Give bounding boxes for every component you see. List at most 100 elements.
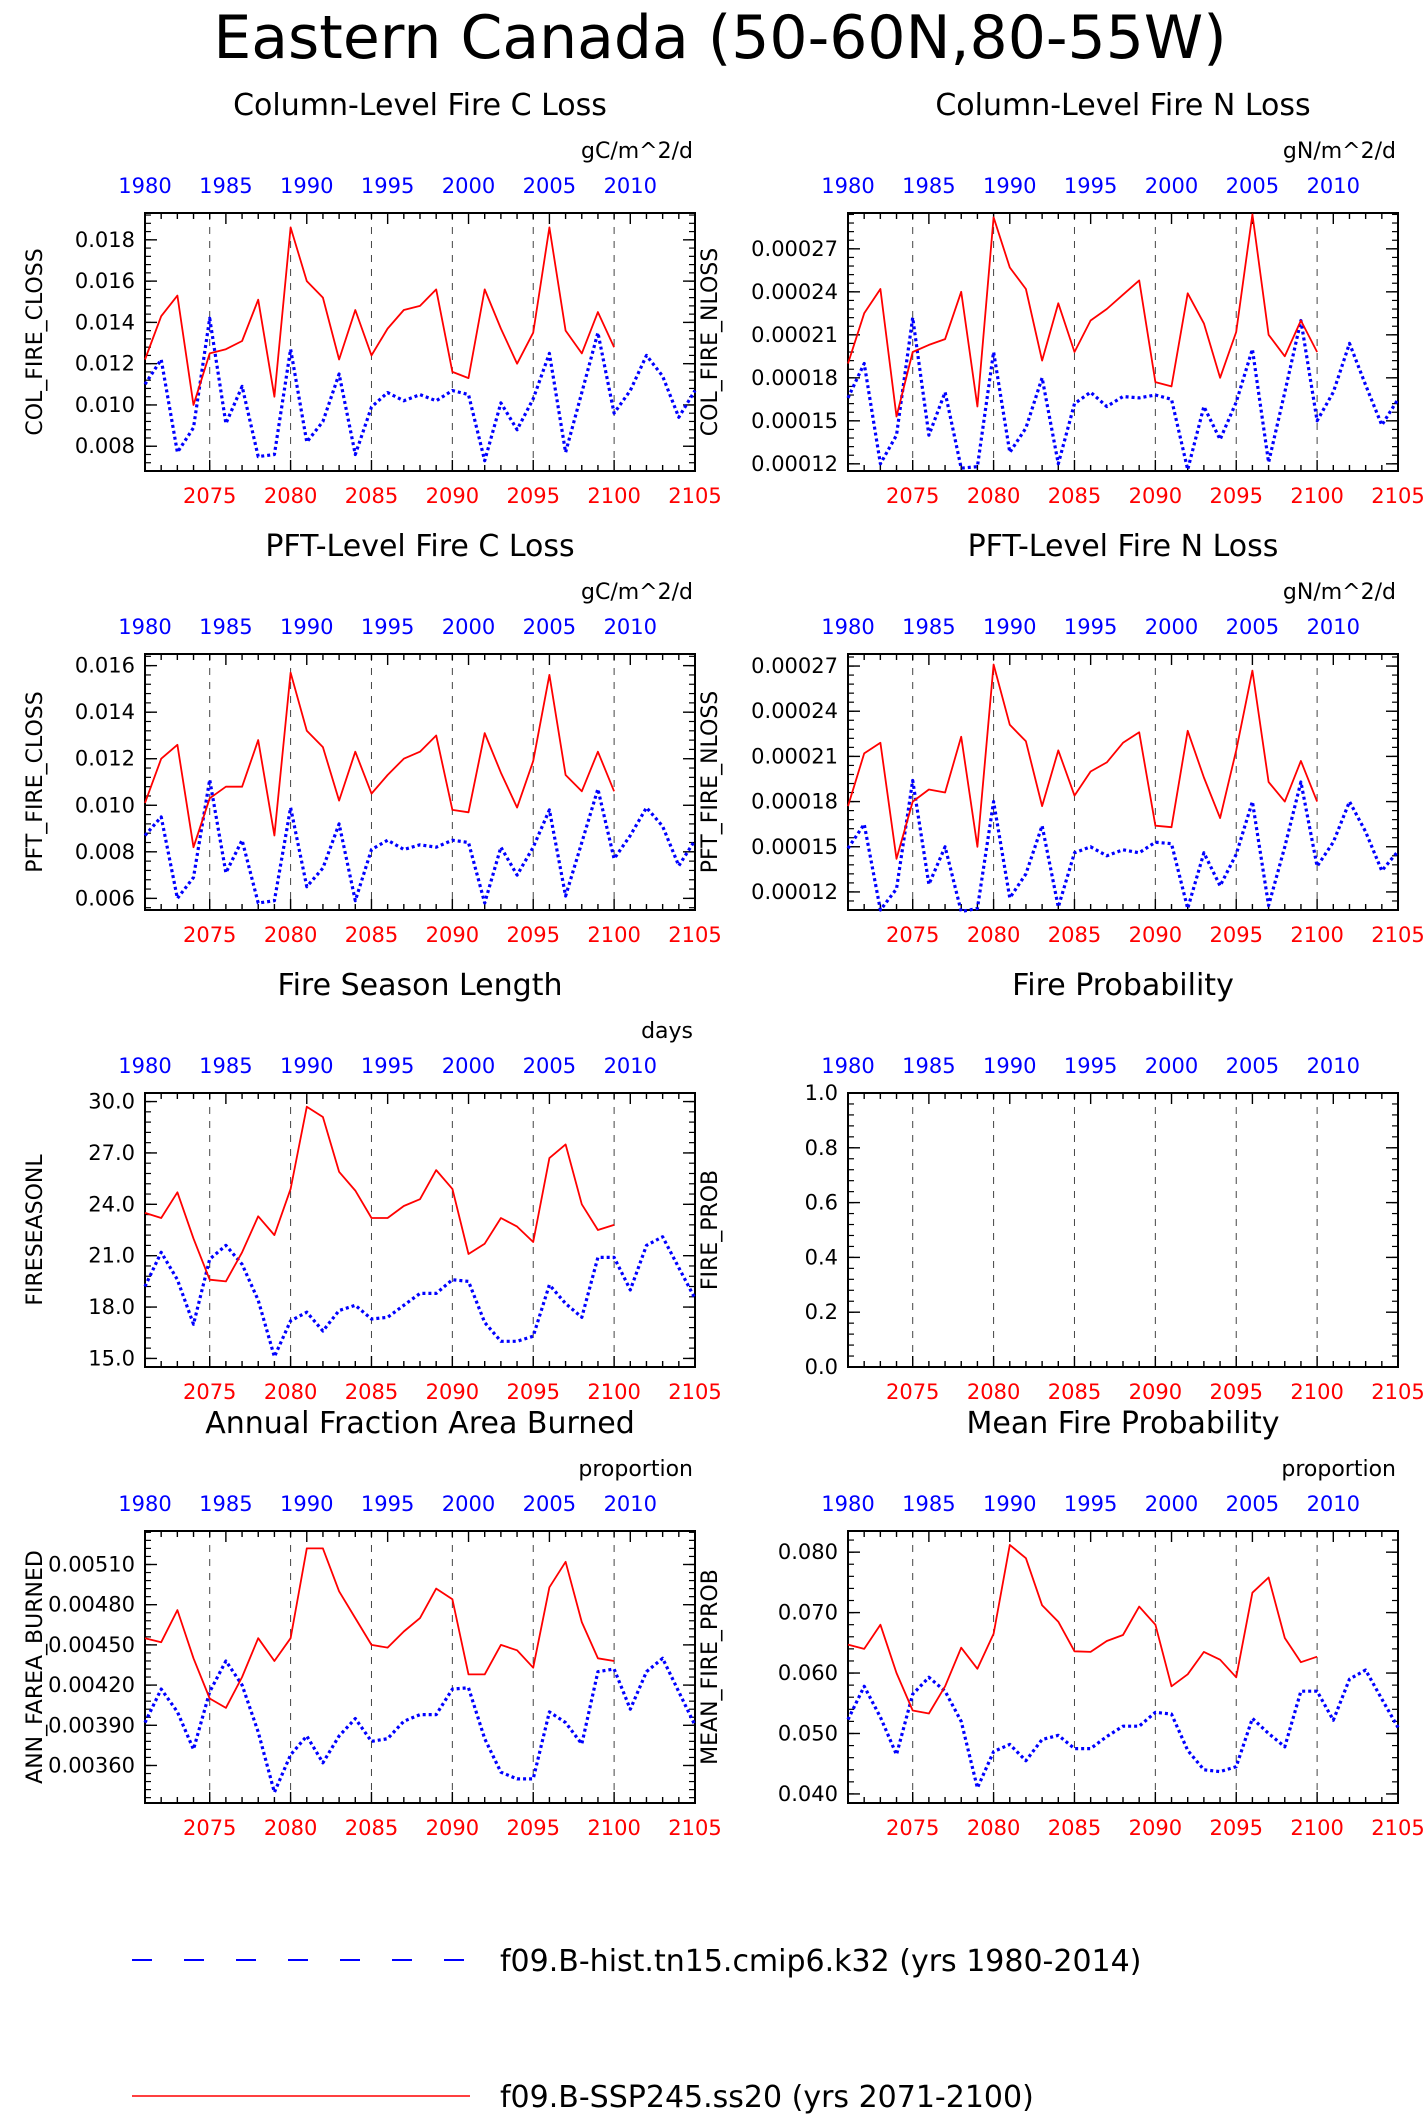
- x-tick-label: 2090: [1129, 923, 1182, 947]
- units-label: gN/m^2/d: [1283, 580, 1396, 605]
- y-tick-label: 0.050: [778, 1721, 838, 1745]
- y-tick-label: 0.00015: [751, 409, 838, 433]
- x-tick-label: 2095: [507, 1816, 560, 1840]
- x-tick-label: 2100: [1290, 1816, 1343, 1840]
- x-top-tick-label: 2000: [442, 1492, 495, 1516]
- x-tick-label: 2100: [587, 484, 640, 508]
- x-top-tick-label: 2000: [1145, 174, 1198, 198]
- x-top-tick-label: 2000: [1145, 615, 1198, 639]
- x-top-tick-label: 2005: [1226, 1054, 1279, 1078]
- series-hist-line: [143, 1235, 697, 1359]
- x-top-tick-label: 2010: [604, 615, 657, 639]
- x-tick-label: 2090: [1129, 484, 1182, 508]
- figure-legend: f09.B-hist.tn15.cmip6.k32 (yrs 1980-2014…: [132, 1944, 1141, 2115]
- y-tick-label: 0.006: [75, 886, 135, 910]
- y-tick-label: 0.00018: [751, 790, 838, 814]
- panels-group: Column-Level Fire C Loss gC/m^2/d 2075 2080…: [23, 88, 1425, 1840]
- x-top-tick-label: 1990: [983, 1054, 1036, 1078]
- panel-title: Mean Fire Probability: [967, 1406, 1280, 1441]
- x-tick-label: 2080: [264, 484, 317, 508]
- x-tick-label: 2105: [668, 923, 721, 947]
- x-tick-label: 2085: [345, 923, 398, 947]
- x-top-tick-label: 1985: [199, 174, 252, 198]
- x-tick-label: 2075: [886, 1380, 939, 1404]
- y-tick-label: 0.00390: [48, 1713, 135, 1737]
- y-tick-label: 24.0: [88, 1192, 135, 1216]
- y-tick-label: 0.012: [75, 352, 135, 376]
- panel-title: Fire Season Length: [278, 968, 563, 1003]
- x-tick-label: 2090: [426, 484, 479, 508]
- series-hist-line: [143, 1656, 697, 1794]
- x-top-tick-label: 2005: [1226, 174, 1279, 198]
- y-tick-label: 21.0: [88, 1244, 135, 1268]
- x-top-tick-label: 1980: [118, 615, 171, 639]
- x-top-tick-label: 1980: [821, 174, 874, 198]
- x-tick-label: 2105: [1371, 484, 1424, 508]
- x-top-tick-label: 2010: [604, 1492, 657, 1516]
- y-tick-label: 0.070: [778, 1601, 838, 1625]
- x-tick-label: 2085: [345, 484, 398, 508]
- chart-panel-5: Fire Season Length days 2075 2080 2085 2090 20…: [23, 968, 722, 1404]
- x-top-tick-label: 2010: [604, 1054, 657, 1078]
- y-tick-label: 18.0: [88, 1295, 135, 1319]
- y-tick-label: 0.014: [75, 310, 135, 334]
- x-top-tick-label: 2005: [523, 1054, 576, 1078]
- x-tick-label: 2105: [668, 1380, 721, 1404]
- x-top-tick-label: 2005: [523, 1492, 576, 1516]
- y-axis-title: COL_FIRE_CLOSS: [23, 248, 48, 435]
- y-tick-label: 0.6: [805, 1191, 838, 1215]
- x-top-tick-label: 1995: [1064, 1492, 1117, 1516]
- x-top-tick-label: 2005: [523, 174, 576, 198]
- y-tick-label: 0.016: [75, 654, 135, 678]
- units-label: proportion: [578, 1457, 693, 1482]
- y-tick-label: 0.00012: [751, 880, 838, 904]
- chart-panel-7: Annual Fraction Area Burned proportion 207…: [23, 1406, 722, 1840]
- x-tick-label: 2090: [426, 1380, 479, 1404]
- y-tick-label: 0.2: [805, 1300, 838, 1324]
- panel-title: Fire Probability: [1012, 968, 1234, 1003]
- y-tick-label: 15.0: [88, 1346, 135, 1370]
- y-tick-label: 0.008: [75, 434, 135, 458]
- chart-panel-1: Column-Level Fire C Loss gC/m^2/d 2075 2080…: [23, 88, 722, 508]
- legend-hist-label: f09.B-hist.tn15.cmip6.k32 (yrs 1980-2014…: [500, 1944, 1141, 1979]
- x-top-tick-label: 1995: [361, 1492, 414, 1516]
- x-top-tick-label: 1985: [902, 1492, 955, 1516]
- x-tick-label: 2095: [1210, 1816, 1263, 1840]
- plot-frame: [847, 1092, 1399, 1368]
- x-tick-label: 2075: [183, 1816, 236, 1840]
- panel-title: PFT-Level Fire C Loss: [265, 529, 574, 564]
- x-top-tick-label: 1995: [1064, 615, 1117, 639]
- x-tick-label: 2095: [507, 484, 560, 508]
- x-tick-label: 2075: [886, 484, 939, 508]
- x-top-tick-label: 1990: [983, 1492, 1036, 1516]
- y-tick-label: 0.00027: [751, 237, 838, 261]
- plot-frame: [847, 1530, 1399, 1804]
- chart-panel-2: Column-Level Fire N Loss gN/m^2/d 2075 2080…: [698, 88, 1425, 508]
- x-tick-label: 2105: [668, 1816, 721, 1840]
- units-label: gC/m^2/d: [581, 139, 693, 164]
- y-tick-label: 0.00024: [751, 699, 838, 723]
- x-tick-label: 2095: [1210, 1380, 1263, 1404]
- y-axis-title: ANN_FAREA_BURNED: [23, 1550, 48, 1784]
- panel-title: Column-Level Fire N Loss: [935, 88, 1310, 123]
- x-tick-label: 2075: [886, 1816, 939, 1840]
- x-tick-label: 2105: [1371, 923, 1424, 947]
- x-top-tick-label: 1990: [280, 1054, 333, 1078]
- x-tick-label: 2105: [668, 484, 721, 508]
- x-top-tick-label: 1985: [199, 615, 252, 639]
- x-tick-label: 2100: [587, 1380, 640, 1404]
- x-tick-label: 2100: [587, 1816, 640, 1840]
- y-axis-title: MEAN_FIRE_PROB: [698, 1569, 723, 1765]
- y-tick-label: 0.040: [778, 1782, 838, 1806]
- x-tick-label: 2085: [1048, 1816, 1101, 1840]
- x-tick-label: 2100: [1290, 484, 1343, 508]
- x-top-tick-label: 1985: [902, 1054, 955, 1078]
- x-top-tick-label: 1995: [361, 1054, 414, 1078]
- panel-title: PFT-Level Fire N Loss: [968, 529, 1279, 564]
- y-tick-label: 0.00018: [751, 366, 838, 390]
- units-label: gN/m^2/d: [1283, 139, 1396, 164]
- x-top-tick-label: 1990: [280, 174, 333, 198]
- y-tick-label: 30.0: [88, 1090, 135, 1114]
- x-tick-label: 2085: [345, 1816, 398, 1840]
- x-top-tick-label: 1990: [983, 174, 1036, 198]
